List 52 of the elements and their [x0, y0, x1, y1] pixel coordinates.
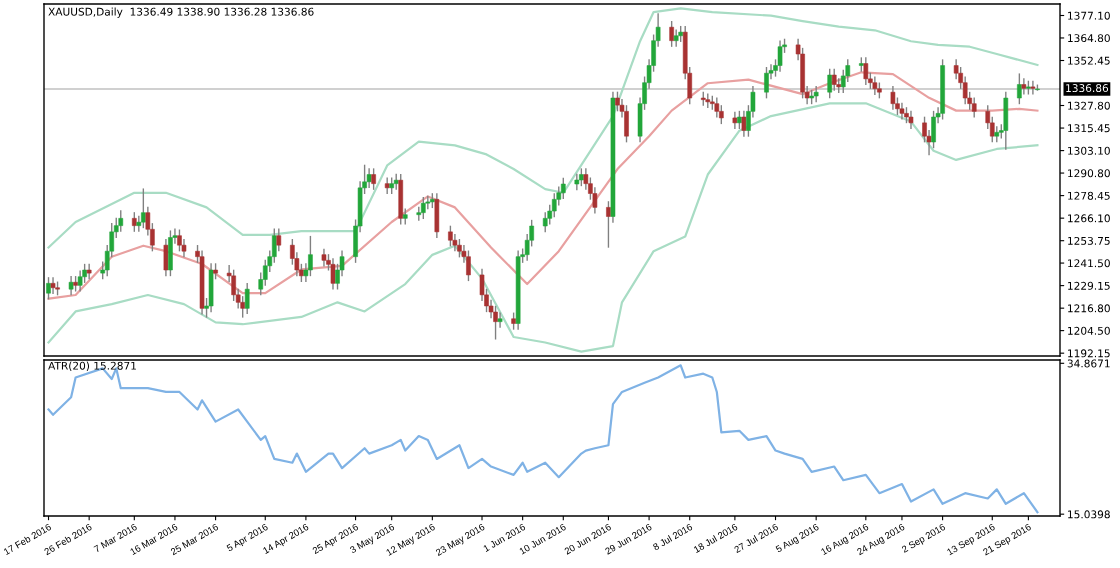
candlestick	[827, 68, 833, 99]
candlestick	[366, 168, 372, 188]
candlestick	[177, 229, 182, 252]
candlestick	[1030, 80, 1036, 95]
candlestick	[863, 57, 869, 86]
candlestick	[86, 263, 92, 280]
candlestick	[434, 193, 440, 239]
candlestick	[624, 105, 629, 143]
candlestick	[448, 225, 453, 247]
candlestick	[493, 305, 498, 340]
candlestick	[50, 277, 56, 294]
candlestick	[741, 110, 747, 137]
candlestick	[971, 97, 977, 118]
candlestick	[330, 258, 336, 290]
candlestick	[46, 277, 51, 300]
candlestick	[673, 29, 679, 47]
candlestick	[371, 168, 376, 190]
candlestick	[732, 111, 738, 130]
candlestick	[542, 212, 548, 233]
candlestick	[669, 21, 674, 47]
candlestick	[574, 173, 580, 191]
candlestick	[764, 67, 769, 99]
candlestick	[800, 47, 805, 99]
candlestick	[560, 177, 566, 199]
candlestick	[452, 234, 458, 252]
candlestick	[231, 269, 236, 302]
line-series	[47, 364, 1039, 514]
candlestick	[384, 177, 390, 195]
candlestick	[931, 110, 936, 149]
candlestick	[168, 230, 173, 277]
candlestick	[308, 235, 313, 277]
candlestick	[813, 86, 819, 103]
candlestick	[872, 76, 878, 95]
candlestick	[777, 40, 783, 72]
candlestick	[132, 212, 137, 232]
candlestick	[77, 270, 83, 292]
candlestick	[714, 97, 720, 118]
candlestick	[208, 263, 214, 313]
candlestick	[899, 102, 905, 120]
candlestick	[831, 68, 837, 91]
candlestick	[1003, 91, 1009, 150]
candlestick	[118, 210, 124, 232]
candlestick	[240, 296, 245, 318]
candlestick	[940, 59, 945, 120]
line-series	[47, 102, 1039, 353]
candlestick	[141, 188, 146, 229]
candlestick	[244, 283, 250, 314]
candlestick	[466, 250, 471, 282]
candlestick	[551, 193, 557, 218]
candlestick	[321, 248, 327, 267]
candlestick	[890, 86, 896, 110]
candlestick	[1017, 73, 1022, 105]
